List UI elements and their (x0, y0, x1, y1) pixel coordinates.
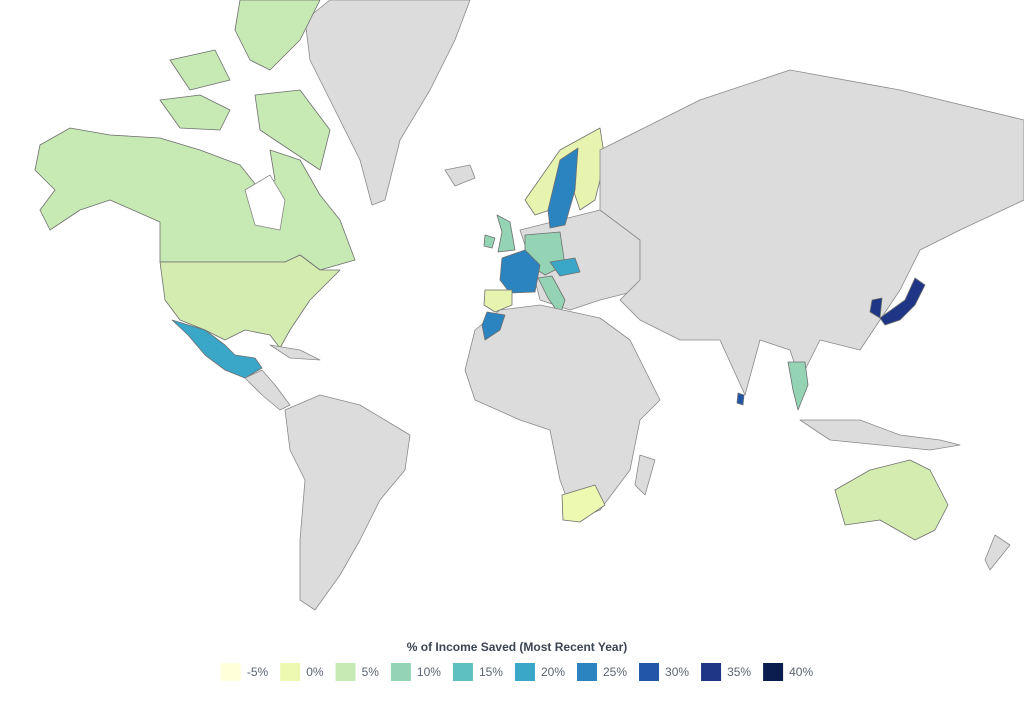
world-map (34, 0, 1024, 611)
legend-swatch (763, 663, 784, 681)
country (499, 249, 541, 294)
country (547, 147, 579, 229)
country (549, 257, 581, 277)
country (787, 361, 809, 411)
country (483, 214, 516, 253)
country (171, 319, 263, 379)
legend-label: 40% (789, 665, 813, 679)
legend-swatch (639, 663, 660, 681)
country (799, 419, 961, 451)
country (34, 127, 356, 271)
country (561, 484, 606, 523)
country (537, 275, 566, 316)
legend-label: 5% (362, 665, 380, 679)
legend-swatch (390, 663, 411, 681)
legend-swatch (335, 663, 356, 681)
country (444, 164, 476, 187)
legend-label: 30% (665, 665, 689, 679)
country (869, 277, 926, 326)
legend-label: 0% (306, 665, 324, 679)
country (304, 0, 471, 206)
country (483, 289, 513, 313)
legend-swatch (514, 663, 535, 681)
legend-swatch (701, 663, 722, 681)
legend-swatch (577, 663, 597, 681)
country (599, 69, 1024, 396)
country (736, 392, 745, 406)
legend-label: 20% (541, 665, 565, 679)
country (464, 304, 661, 521)
legend-title: % of Income Saved (Most Recent Year) (407, 640, 628, 654)
country (834, 459, 949, 541)
country (159, 0, 331, 171)
country (244, 344, 321, 411)
legend-label: -5% (247, 665, 269, 679)
country (284, 394, 411, 611)
legend-label: 10% (417, 665, 441, 679)
legend-label: 25% (603, 665, 627, 679)
legend-label: 35% (727, 665, 751, 679)
legend-swatch (452, 663, 473, 681)
legend: % of Income Saved (Most Recent Year) -5%… (220, 640, 813, 681)
country (984, 534, 1011, 571)
legend-swatch (220, 663, 241, 681)
country (481, 311, 506, 341)
legend-swatch (280, 663, 301, 681)
legend-label: 15% (479, 665, 503, 679)
